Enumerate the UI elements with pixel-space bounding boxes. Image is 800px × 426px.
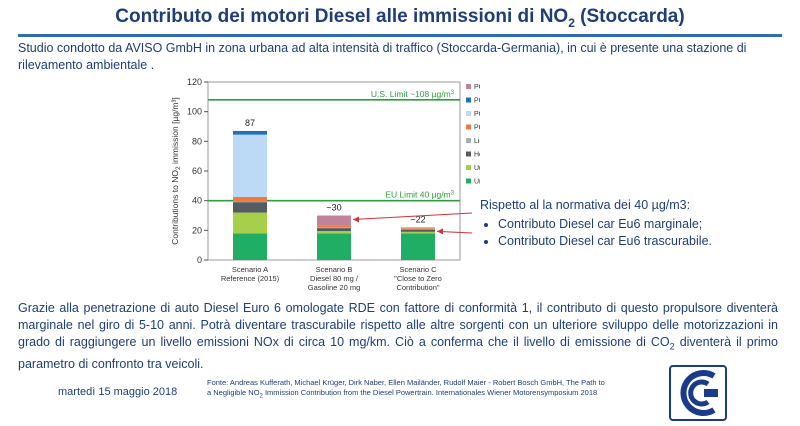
x-tick-label-1-2: Gasoline 20 mg xyxy=(308,283,361,292)
bar-segment-1-2 xyxy=(317,228,351,232)
legend-label-0: PC Diesel xyxy=(474,84,480,91)
bar-segment-2-2 xyxy=(401,229,435,232)
legend-label-6: Urban background, traffic xyxy=(474,165,480,172)
annotation-arrowhead-0 xyxy=(353,216,359,223)
bar-segment-1-1 xyxy=(317,231,351,234)
nox-contribution-chart: 0 20 40 60 80 100 120 Contributions to NO2 immi… xyxy=(170,77,480,292)
reference-label-0: U.S. Limit ~108 µg/m3 xyxy=(371,89,455,99)
bar-segment-1-4 xyxy=(317,225,351,228)
bar-segment-2-3 xyxy=(401,228,435,230)
callout-heading: Rispetto al la normativa dei 40 µg/m3: xyxy=(480,198,691,212)
legend-label-3: PC Gasoline/CNG/LPG xyxy=(474,125,480,132)
bar-segment-2-7 xyxy=(401,227,435,229)
legend-swatch-4 xyxy=(466,138,471,143)
y-axis-label: Contributions to NO2 immission [µg/m³] xyxy=(170,97,182,244)
bar-segment-0-3 xyxy=(233,201,267,203)
annotation-arrow-0 xyxy=(352,212,473,220)
legend-swatch-6 xyxy=(466,165,471,170)
y-tick-label-6: 120 xyxy=(187,77,202,87)
chart-legend: PC Diesel PC Diesel EU 6 PC Diesel ≤ EU 5 P… xyxy=(466,84,480,186)
legend-swatch-5 xyxy=(466,151,471,157)
legend-label-2: PC Diesel ≤ EU 5 xyxy=(474,111,480,118)
legend-swatch-2 xyxy=(466,111,471,116)
bar-segment-0-1 xyxy=(233,212,267,234)
y-tick-label-2: 40 xyxy=(192,196,202,206)
x-tick-label-2-1: "Close to Zero xyxy=(394,274,442,283)
legend-swatch-1 xyxy=(466,97,471,103)
x-tick-label-0-1: Reference (2015) xyxy=(221,274,280,283)
bar-segment-0-0 xyxy=(233,233,267,260)
bar-segment-0-4 xyxy=(233,196,267,202)
legend-label-4: Light Commercial Vehicles xyxy=(474,138,480,145)
legend-label-1: PC Diesel EU 6 xyxy=(474,98,480,105)
bar-segment-2-1 xyxy=(401,231,435,234)
bar-segment-0-6 xyxy=(233,130,267,135)
bar-segment-2-0 xyxy=(401,233,435,260)
x-tick-label-1-1: Diesel 80 mg / xyxy=(310,274,359,283)
slide-date: martedì 15 maggio 2018 xyxy=(58,386,178,398)
x-tick-label-1-0: Scenario B xyxy=(316,265,353,274)
body-paragraph: Grazie alla penetrazione di auto Diesel … xyxy=(18,301,778,371)
y-tick-label-5: 100 xyxy=(187,107,202,117)
y-tick-label-0: 0 xyxy=(197,255,202,265)
bar-total-label-1: ~30 xyxy=(326,203,341,213)
limit-callout: Rispetto al la normativa dei 40 µg/m3: C… xyxy=(480,197,780,250)
x-tick-label-0-0: Scenario A xyxy=(232,265,268,274)
plot-area: 0 20 40 60 80 100 120 Contributions to NO2 immi… xyxy=(170,77,473,292)
legend-swatch-7 xyxy=(466,178,471,184)
y-tick-label-1: 20 xyxy=(192,225,202,235)
x-tick-label-2-0: Scenario C xyxy=(399,265,437,274)
intro-text: Studio condotto da AVISO GmbH in zona ur… xyxy=(18,41,747,72)
bar-total-label-0: 87 xyxy=(245,118,255,128)
y-tick-label-3: 60 xyxy=(192,166,202,176)
callout-list: Contributo Diesel car Eu6 marginale; Con… xyxy=(480,216,780,250)
source-citation: Fonte: Andreas Kufferath, Michael Krüger… xyxy=(207,378,605,400)
x-tick-label-2-2: Contribution" xyxy=(396,283,439,292)
bar-segment-0-2 xyxy=(233,202,267,213)
reference-label-1: EU Limit 40 µg/m3 xyxy=(385,190,454,200)
bar-segment-2-4 xyxy=(401,228,435,229)
legend-label-5: Heavy Commercial Vehicles xyxy=(474,152,480,159)
callout-item-eu6-negligible: Contributo Diesel car Eu6 trascurabile. xyxy=(498,233,780,250)
bar-total-label-2: ~22 xyxy=(410,214,425,224)
y-tick-label-4: 80 xyxy=(192,136,202,146)
legend-label-7: Urban background, others xyxy=(474,179,480,186)
bar-segment-1-7 xyxy=(317,215,351,226)
bar-segment-0-5 xyxy=(233,134,267,197)
callout-item-eu6-marginal: Contributo Diesel car Eu6 marginale; xyxy=(498,216,780,233)
slide-title: Contributo dei motori Diesel alle immiss… xyxy=(115,6,685,30)
annotation-arrowhead-1 xyxy=(437,228,443,235)
legend-swatch-0 xyxy=(466,84,471,89)
legend-swatch-3 xyxy=(466,124,471,130)
bar-segment-1-0 xyxy=(317,233,351,260)
title-divider xyxy=(18,34,782,37)
bar-segment-1-3 xyxy=(317,227,351,229)
cnr-logo-icon xyxy=(669,365,727,421)
